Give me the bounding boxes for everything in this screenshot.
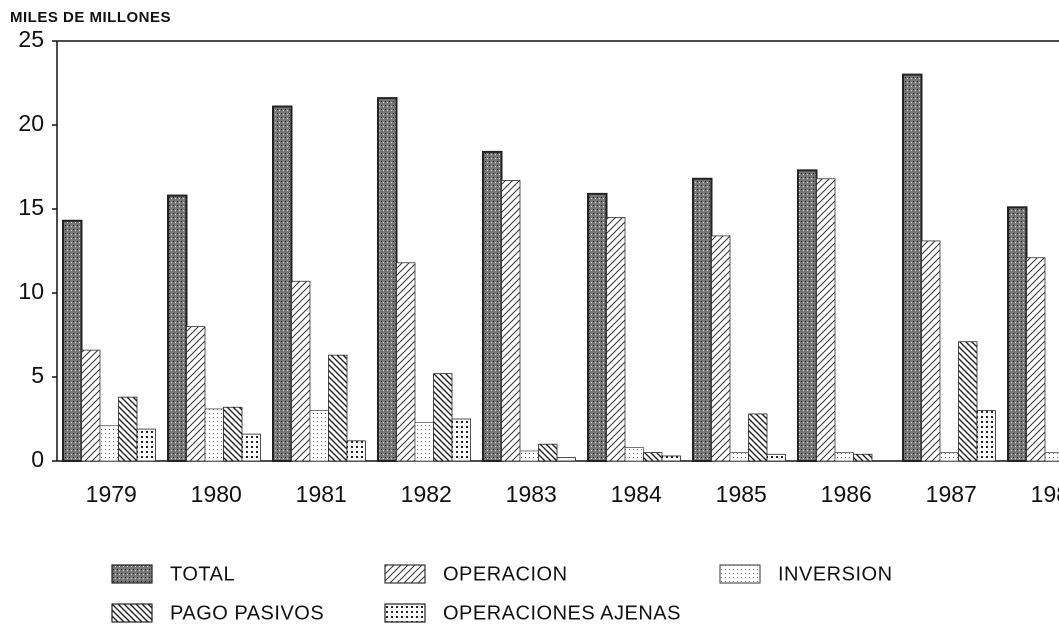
- bar: [328, 354, 348, 462]
- bar: [482, 150, 503, 462]
- bar: [241, 433, 261, 462]
- bar: [346, 440, 366, 462]
- legend-label: OPERACION: [443, 563, 568, 585]
- bar: [939, 452, 959, 462]
- bar: [433, 373, 453, 462]
- legend-swatch: [384, 564, 426, 584]
- y-tick-label: 0: [31, 446, 44, 472]
- legend-swatch: [111, 603, 153, 623]
- bar: [624, 447, 644, 462]
- y-tick-label: 15: [18, 194, 44, 220]
- bar: [99, 425, 119, 462]
- bar: [519, 450, 539, 462]
- bar: [1007, 206, 1028, 462]
- x-tick-label: 1983: [506, 481, 557, 507]
- bar: [272, 105, 293, 463]
- x-tick-label: 1984: [611, 481, 662, 507]
- bar: [711, 235, 731, 462]
- bar: [692, 177, 713, 462]
- bar: [291, 280, 311, 462]
- x-tick-label: 1979: [86, 481, 137, 507]
- bar: [396, 262, 416, 462]
- legend-label: TOTAL: [170, 563, 235, 585]
- bar: [538, 443, 558, 462]
- bar: [816, 178, 836, 462]
- bar: [118, 396, 138, 462]
- bar: [309, 410, 329, 462]
- bar: [976, 410, 996, 462]
- bar: [606, 216, 626, 462]
- y-tick-label: 5: [31, 362, 44, 388]
- bar: [1044, 452, 1059, 462]
- x-tick-label: 1981: [296, 481, 347, 507]
- bar: [223, 406, 243, 462]
- bar: [556, 457, 576, 462]
- x-tick-label: 1988: [1031, 481, 1059, 507]
- legend-label: INVERSION: [778, 563, 893, 585]
- bar: [414, 421, 434, 462]
- bar: [748, 413, 768, 462]
- y-tick-label: 10: [18, 278, 44, 304]
- x-tick-label: 1980: [191, 481, 242, 507]
- bar: [766, 453, 786, 462]
- bar: [1026, 257, 1046, 462]
- bar: [661, 455, 681, 462]
- bar: [921, 240, 941, 462]
- bar: [958, 341, 978, 462]
- y-axis-label: MILES DE MILLONES: [10, 9, 171, 26]
- bar: [501, 180, 521, 462]
- bar: [62, 219, 83, 462]
- bar: [204, 408, 224, 462]
- x-tick-label: 1985: [716, 481, 767, 507]
- bar: [377, 97, 398, 463]
- bar: [451, 418, 471, 462]
- y-tick-label: 20: [18, 110, 44, 136]
- x-tick-label: 1982: [401, 481, 452, 507]
- x-tick-label: 1986: [821, 481, 872, 507]
- legend-swatch: [719, 564, 761, 584]
- bar: [797, 169, 818, 463]
- bar: [167, 194, 188, 462]
- bar: [186, 326, 206, 462]
- bar: [853, 453, 873, 462]
- bar: [902, 73, 923, 462]
- legend-swatch: [111, 564, 153, 584]
- legend-swatch: [384, 603, 426, 623]
- bar: [643, 452, 663, 462]
- bar: [81, 349, 101, 462]
- legend-label: PAGO PASIVOS: [170, 602, 324, 624]
- x-tick-label: 1987: [926, 481, 977, 507]
- bar: [136, 428, 156, 462]
- bar: [834, 452, 854, 462]
- bar: [729, 452, 749, 462]
- y-tick-label: 25: [18, 26, 44, 52]
- bar: [587, 192, 608, 462]
- legend-label: OPERACIONES AJENAS: [443, 602, 681, 624]
